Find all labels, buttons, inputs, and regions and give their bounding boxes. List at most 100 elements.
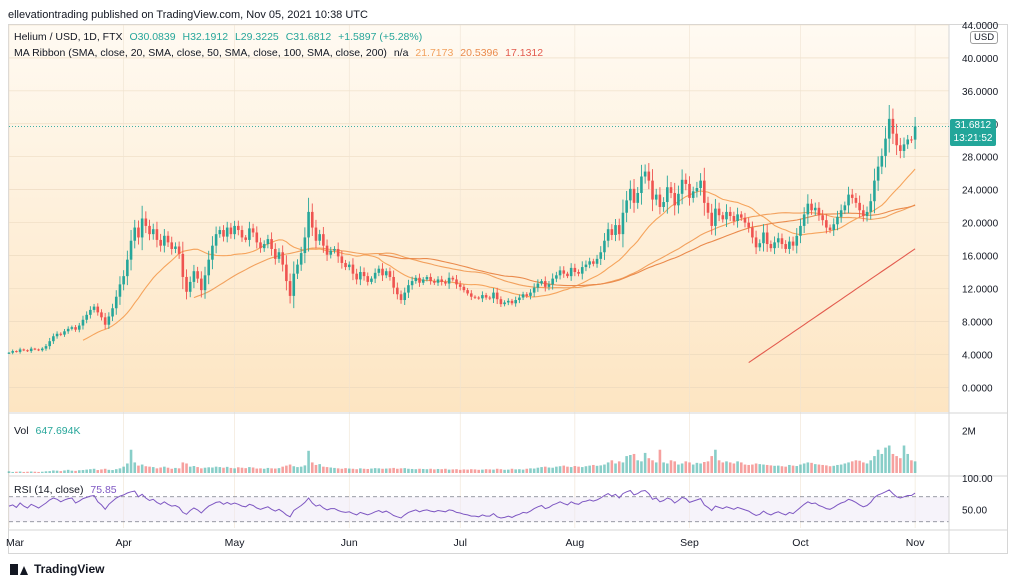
candle-body [288, 281, 292, 296]
candle-body [151, 229, 155, 235]
rsi-value: 75.85 [90, 484, 117, 496]
candle-body [817, 207, 821, 216]
candle-body [222, 230, 225, 237]
volume-bar [677, 464, 680, 473]
candle-body [695, 188, 699, 192]
candle-body [828, 227, 832, 231]
candle-body [251, 228, 255, 233]
candle-body [488, 297, 492, 299]
volume-bar [159, 467, 162, 473]
footer-brand-label: TradingView [34, 562, 105, 576]
volume-bar [481, 469, 484, 473]
volume-bar [477, 469, 480, 473]
volume-bar [495, 468, 499, 473]
low-value: L29.3225 [234, 31, 279, 43]
candle-body [850, 194, 854, 198]
price-pane-background [9, 25, 949, 412]
candle-body [200, 278, 203, 291]
volume-bar [129, 449, 133, 473]
candle-body [758, 243, 762, 248]
candle-body [410, 281, 414, 286]
candle-body [765, 232, 769, 245]
volume-bar [658, 449, 662, 473]
volume-bar [466, 469, 469, 473]
volume-bar [277, 468, 281, 473]
volume-bar [540, 467, 543, 473]
candle-body [555, 275, 558, 279]
candle-body [107, 316, 111, 325]
countdown-value: 13:21:52 [953, 133, 993, 144]
volume-bar [310, 462, 314, 473]
candle-body [703, 180, 706, 203]
volume-bar [200, 468, 203, 473]
candle-body [728, 211, 732, 217]
ma-title[interactable]: MA Ribbon (SMA, close, 20, SMA, close, 5… [14, 47, 387, 59]
candle-body [377, 268, 381, 273]
candle-body [188, 281, 192, 292]
volume-bar [122, 466, 125, 473]
close-value: C31.6812 [285, 31, 332, 43]
volume-bar [799, 464, 802, 473]
candle-body [577, 272, 580, 274]
chart-frame [8, 24, 1008, 554]
volume-bar [22, 471, 26, 473]
candle-body [455, 279, 458, 285]
candle-body [680, 179, 684, 194]
time-tick-label: Sep [680, 537, 699, 549]
volume-bar [617, 461, 621, 473]
volume-bar [288, 464, 292, 473]
volume-bar [636, 460, 640, 473]
volume-bar [92, 468, 96, 473]
candle-body [325, 245, 329, 255]
volume-bar [884, 447, 887, 473]
volume-bar [458, 469, 462, 473]
candle-body [225, 227, 229, 237]
volume-bar [296, 467, 299, 473]
candle-body [174, 246, 177, 249]
volume-bar [325, 467, 329, 473]
volume-bar [536, 467, 540, 473]
volume-bar [370, 468, 373, 473]
candle-body [558, 270, 562, 276]
moving-average-line-50 [193, 204, 916, 299]
volume-bar [229, 467, 233, 473]
candle-body [669, 187, 673, 193]
volume-bar [425, 469, 429, 473]
volume-bar [440, 469, 444, 473]
candle-body [203, 275, 207, 291]
candle-body [148, 225, 151, 235]
volume-bar [566, 466, 569, 473]
candle-body [281, 252, 284, 265]
candle-body [832, 224, 836, 231]
candle-body [913, 126, 917, 140]
ma-value-3: 17.1312 [505, 47, 544, 59]
currency-box[interactable]: USD [970, 31, 999, 44]
volume-bar [126, 463, 129, 473]
volume-bar [170, 468, 174, 473]
symbol-label[interactable]: Helium / USD, 1D, FTX [14, 31, 123, 43]
volume-bar [74, 470, 77, 473]
volume-bar [140, 464, 144, 473]
ma-value-1: 21.7173 [415, 47, 454, 59]
volume-bar [580, 467, 584, 473]
volume-bar [410, 468, 414, 473]
candle-body [836, 216, 839, 225]
candle-body [477, 297, 480, 299]
rsi-title[interactable]: RSI (14, close) [14, 484, 84, 496]
candle-body [381, 268, 384, 276]
candle-body [66, 328, 70, 332]
volume-bar [684, 461, 688, 473]
volume-title[interactable]: Vol [14, 425, 29, 437]
candle-body [821, 215, 824, 221]
volume-bar [899, 458, 902, 473]
price-tick-label: 28.0000 [962, 153, 999, 164]
candle-body [843, 205, 847, 211]
candle-body [237, 225, 240, 231]
volume-bar [155, 468, 159, 473]
candle-body [100, 312, 103, 318]
volume-bar [299, 466, 303, 473]
candle-body [492, 292, 495, 299]
candle-body [177, 246, 181, 254]
footer-brand[interactable]: TradingView [10, 562, 104, 576]
candle-body [314, 227, 318, 241]
